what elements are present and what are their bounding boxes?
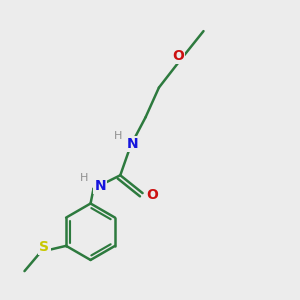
Text: H: H (114, 131, 122, 141)
Text: O: O (172, 50, 184, 63)
Text: S: S (39, 240, 50, 254)
Text: H: H (80, 173, 88, 183)
Text: N: N (126, 137, 138, 151)
Text: O: O (146, 188, 158, 202)
Text: N: N (94, 179, 106, 193)
